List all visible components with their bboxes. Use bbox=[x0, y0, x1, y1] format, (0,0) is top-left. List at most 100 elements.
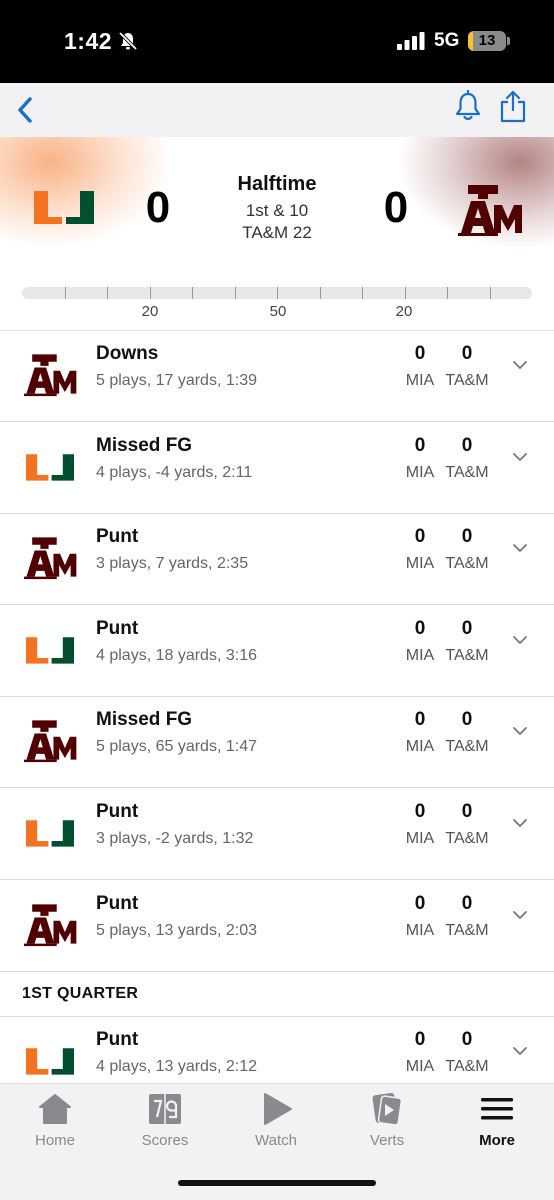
tab-label: Scores bbox=[141, 1132, 189, 1149]
chevron-down-icon[interactable] bbox=[512, 910, 528, 920]
tab-label: Verts bbox=[369, 1132, 405, 1149]
battery-level bbox=[468, 31, 473, 51]
section-title: 1ST QUARTER bbox=[22, 985, 139, 1003]
drive-away-abbr: TA&M bbox=[445, 646, 489, 664]
drive-away-abbr: TA&M bbox=[445, 463, 489, 481]
battery-icon: 13 bbox=[468, 31, 506, 51]
miami-logo-icon bbox=[24, 817, 76, 854]
drive-row[interactable]: Missed FG 5 plays, 65 yards, 1:47 0 0 MIA TA&… bbox=[0, 697, 554, 789]
tab-verts[interactable]: Verts bbox=[342, 1092, 432, 1154]
yard-label: 20 bbox=[395, 303, 413, 320]
drive-away-abbr: TA&M bbox=[445, 830, 489, 847]
status-time: 1:42 bbox=[64, 28, 113, 54]
drive-away-abbr: TA&M bbox=[445, 555, 489, 573]
tab-watch[interactable]: Watch bbox=[231, 1092, 321, 1154]
yard-label: 20 bbox=[141, 303, 159, 320]
signal-icon bbox=[397, 32, 425, 50]
drive-home-score: 0 bbox=[414, 617, 426, 639]
drive-row[interactable]: Missed FG 4 plays, -4 yards, 2:11 0 0 MIA TA&… bbox=[0, 423, 554, 514]
drive-home-score: 0 bbox=[414, 343, 426, 364]
game-status: Halftime bbox=[237, 173, 317, 195]
notification-bell-icon[interactable] bbox=[452, 89, 484, 125]
share-icon[interactable] bbox=[498, 87, 528, 125]
home-score: 0 bbox=[145, 183, 171, 232]
drive-summary: 4 plays, 13 yards, 2:12 bbox=[96, 1058, 257, 1076]
drive-result: Punt bbox=[96, 617, 139, 639]
tab-more[interactable]: More bbox=[452, 1092, 542, 1154]
home-indicator bbox=[178, 1180, 376, 1186]
drive-summary: 5 plays, 13 yards, 2:03 bbox=[96, 921, 257, 939]
tab-label: More bbox=[479, 1132, 515, 1149]
drive-result: Punt bbox=[96, 892, 139, 914]
drive-home-score: 0 bbox=[414, 434, 426, 456]
drive-row[interactable]: Punt 3 plays, -2 yards, 1:32 0 0 MIA TA&M bbox=[0, 789, 554, 880]
miami-logo-icon bbox=[24, 1045, 76, 1082]
drive-home-score: 0 bbox=[414, 892, 426, 914]
drive-away-score: 0 bbox=[461, 434, 473, 456]
texas-am-logo-icon[interactable] bbox=[458, 181, 524, 237]
chevron-down-icon[interactable] bbox=[512, 818, 528, 828]
drive-home-score: 0 bbox=[414, 709, 426, 731]
drive-home-abbr: MIA bbox=[405, 463, 435, 481]
verts-icon bbox=[370, 1092, 404, 1126]
ball-spot: TA&M 22 bbox=[242, 223, 312, 242]
drive-summary: 5 plays, 17 yards, 1:39 bbox=[96, 372, 257, 389]
drive-away-score: 0 bbox=[461, 343, 473, 364]
yard-line-tick bbox=[64, 287, 66, 299]
section-header: 1ST QUARTER bbox=[0, 972, 554, 1018]
drive-summary: 4 plays, -4 yards, 2:11 bbox=[96, 463, 253, 481]
tab-home[interactable]: Home bbox=[10, 1092, 100, 1154]
drive-summary: 3 plays, -2 yards, 1:32 bbox=[96, 830, 254, 847]
yard-line-tick bbox=[149, 287, 151, 299]
play-icon bbox=[259, 1092, 293, 1126]
drive-result: Punt bbox=[96, 801, 139, 822]
drive-home-abbr: MIA bbox=[405, 830, 435, 847]
chevron-down-icon[interactable] bbox=[512, 1046, 528, 1056]
drive-home-abbr: MIA bbox=[405, 1058, 435, 1076]
yard-label: 50 bbox=[269, 303, 287, 320]
tab-label: Watch bbox=[255, 1132, 297, 1149]
yard-line-tick bbox=[404, 287, 406, 299]
yard-line-tick bbox=[192, 287, 193, 299]
back-chevron-icon[interactable] bbox=[8, 89, 44, 129]
drive-row[interactable]: Downs 5 plays, 17 yards, 1:39 0 0 MIA TA&M bbox=[0, 331, 554, 422]
miami-logo-icon[interactable] bbox=[32, 187, 96, 227]
down-distance: 1st & 10 bbox=[245, 201, 309, 220]
chevron-down-icon[interactable] bbox=[512, 635, 528, 645]
drive-away-score: 0 bbox=[461, 892, 473, 914]
chevron-down-icon[interactable] bbox=[512, 543, 528, 553]
drive-list: Downs 5 plays, 17 yards, 1:39 0 0 MIA TA&M Mis… bbox=[0, 331, 554, 1083]
chevron-down-icon[interactable] bbox=[512, 726, 528, 736]
drive-home-abbr: MIA bbox=[405, 646, 435, 664]
chevron-down-icon[interactable] bbox=[512, 452, 528, 462]
yard-line-tick bbox=[362, 287, 363, 299]
chevron-down-icon[interactable] bbox=[512, 360, 528, 370]
drive-away-score: 0 bbox=[461, 1029, 473, 1051]
drive-away-score: 0 bbox=[461, 709, 473, 731]
scoreboard: 0 Halftime 1st & 10 TA&M 22 0 20 50 20 bbox=[0, 137, 554, 331]
drive-home-abbr: MIA bbox=[405, 555, 435, 573]
tab-label: Home bbox=[34, 1132, 75, 1149]
tab-scores[interactable]: Scores bbox=[120, 1092, 210, 1154]
drive-away-score: 0 bbox=[461, 617, 473, 639]
drive-row[interactable]: Punt 4 plays, 13 yards, 2:12 0 0 MIA TA&M bbox=[0, 1017, 554, 1083]
drive-row[interactable]: Punt 3 plays, 7 yards, 2:35 0 0 MIA TA&M bbox=[0, 514, 554, 606]
drive-away-score: 0 bbox=[461, 801, 473, 822]
scores-icon bbox=[148, 1092, 182, 1126]
drive-summary: 3 plays, 7 yards, 2:35 bbox=[96, 555, 249, 573]
miami-logo-icon bbox=[24, 634, 76, 671]
yard-line-tick bbox=[107, 287, 108, 299]
drive-away-abbr: TA&M bbox=[445, 921, 489, 939]
network-type: 5G bbox=[434, 30, 460, 51]
drive-result: Missed FG bbox=[96, 434, 193, 456]
battery-percent: 13 bbox=[478, 32, 496, 49]
texas-am-logo-icon bbox=[24, 351, 78, 402]
bell-off-icon bbox=[118, 31, 138, 51]
drive-row[interactable]: Punt 5 plays, 13 yards, 2:03 0 0 MIA TA&M bbox=[0, 881, 554, 972]
drive-away-score: 0 bbox=[461, 526, 473, 548]
yard-line-tick bbox=[234, 287, 236, 299]
drive-away-abbr: TA&M bbox=[445, 1058, 489, 1076]
nav-bar bbox=[0, 83, 554, 137]
drive-row[interactable]: Punt 4 plays, 18 yards, 3:16 0 0 MIA TA&M bbox=[0, 606, 554, 697]
drive-home-score: 0 bbox=[414, 526, 426, 548]
